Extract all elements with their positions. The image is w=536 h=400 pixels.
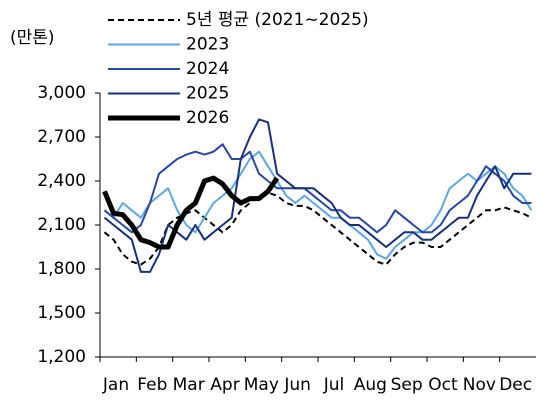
x-tick-label: Jun (283, 375, 311, 395)
legend-label: 2024 (186, 59, 229, 79)
x-tick-label: Jul (323, 375, 345, 395)
x-tick-label: Apr (210, 375, 239, 395)
x-tick-label: Nov (463, 375, 496, 395)
y-tick-label: 3,000 (37, 83, 86, 103)
series-line (102, 175, 280, 250)
y-tick-label: 2,700 (37, 127, 86, 147)
x-tick-label: Mar (173, 375, 205, 395)
legend-label: 2023 (186, 35, 229, 55)
y-tick-label: 1,500 (37, 303, 86, 323)
x-tick-label: Feb (137, 375, 167, 395)
legend-label: 5년 평균 (2021~2025) (186, 10, 369, 30)
y-tick-label: 2,400 (37, 171, 86, 191)
legend-label: 2026 (186, 108, 229, 128)
y-tick-label: 1,200 (37, 347, 86, 367)
series-line (103, 191, 532, 266)
y-axis-label: (만톤) (10, 28, 55, 48)
legend-label: 2025 (186, 84, 229, 104)
x-tick-label: Jan (102, 375, 129, 395)
series-line (103, 150, 533, 260)
x-tick-label: Oct (428, 375, 458, 395)
x-tick-label: Aug (354, 375, 387, 395)
y-tick-label: 1,800 (37, 259, 86, 279)
x-tick-label: Sep (391, 375, 423, 395)
x-tick-label: Dec (499, 375, 532, 395)
y-tick-label: 2,100 (37, 215, 86, 235)
series-line (103, 143, 532, 234)
x-tick-label: May (244, 375, 279, 395)
